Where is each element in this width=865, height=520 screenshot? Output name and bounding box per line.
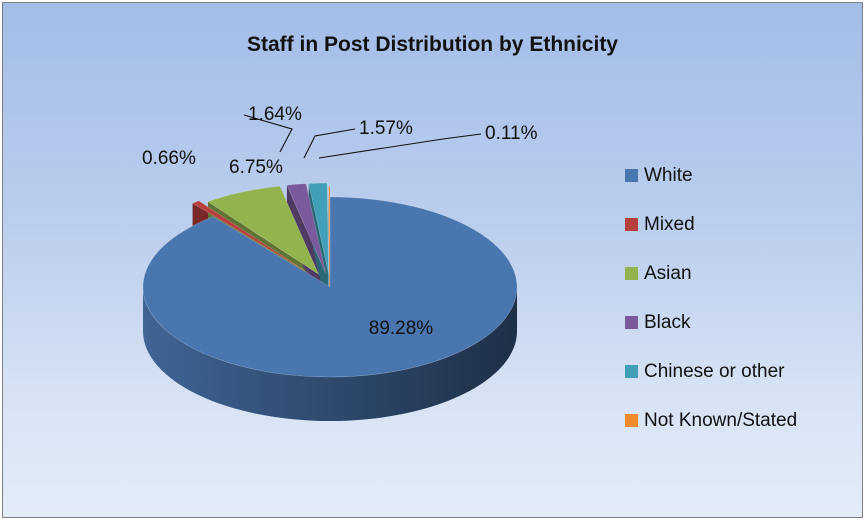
leader-line-not-known-stated: [318, 133, 482, 159]
leader-line-chinese-or-other: [303, 128, 356, 159]
slice-mixed: [191, 200, 310, 274]
legend-item-mixed: Mixed: [625, 212, 797, 237]
legend-swatch: [625, 365, 638, 378]
legend-swatch: [625, 267, 638, 280]
legend-label: Not Known/Stated: [644, 409, 798, 431]
data-label-mixed: 0.66%: [142, 148, 196, 169]
slice-not-known-stated: [328, 185, 331, 277]
data-label-asian: 6.75%: [229, 157, 283, 178]
leader-lines: [243, 114, 482, 159]
leader-line-black: [243, 114, 293, 153]
legend-swatch: [625, 414, 638, 427]
legend-label: White: [644, 164, 693, 186]
slice-asian: [207, 185, 320, 276]
data-label-black: 1.64%: [248, 104, 302, 125]
slice-white: [142, 196, 518, 378]
slice-black: [286, 183, 326, 274]
pie-labels: 89.28% 0.66% 6.75% 1.64% 1.57% 0.11%: [142, 104, 538, 339]
chart-title: Staff in Post Distribution by Ethnicity: [246, 33, 618, 56]
legend-item-white: White: [625, 163, 797, 188]
legend-label: Mixed: [644, 213, 695, 235]
pie-tops: [142, 182, 518, 378]
pie-plot: 89.28% 0.66% 6.75% 1.64% 1.57% 0.11%: [142, 104, 538, 421]
legend-label: Chinese or other: [644, 360, 785, 382]
slice-not-known-stated-side: [328, 186, 330, 321]
legend-item-black: Black: [625, 310, 797, 335]
legend: White Mixed Asian Black Chinese or other Not …: [625, 163, 797, 457]
legend-label: Black: [644, 311, 691, 333]
legend-item-asian: Asian: [625, 261, 797, 286]
data-label-chinese-or-other: 1.57%: [359, 118, 413, 139]
legend-item-not-known-stated: Not Known/Stated: [625, 408, 797, 433]
slice-chinese-or-other: [308, 182, 329, 274]
data-label-white: 89.28%: [369, 318, 434, 339]
legend-swatch: [625, 316, 638, 329]
data-label-not-known-stated: 0.11%: [485, 123, 538, 144]
legend-swatch: [625, 218, 638, 231]
legend-label: Asian: [644, 262, 692, 284]
legend-swatch: [625, 169, 638, 182]
legend-item-chinese-or-other: Chinese or other: [625, 359, 797, 384]
